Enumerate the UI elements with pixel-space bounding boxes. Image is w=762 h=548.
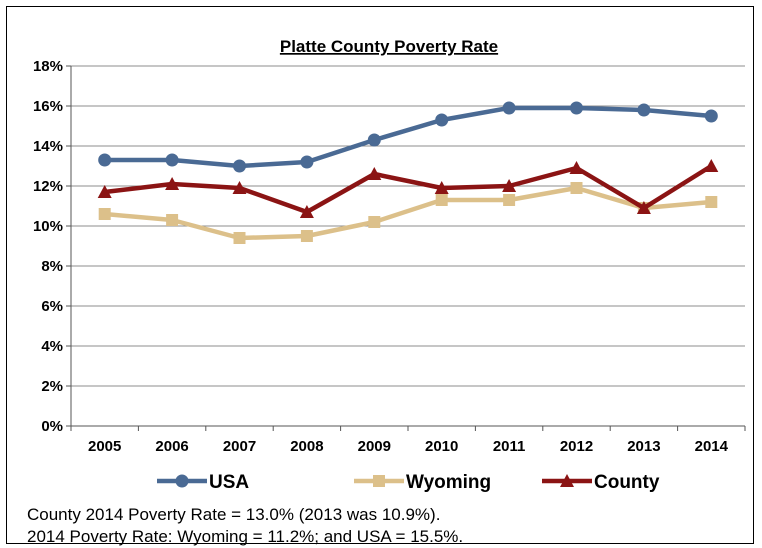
y-tick-label: 18%: [33, 58, 63, 75]
note-county-2014: County 2014 Poverty Rate = 13.0% (2013 w…: [27, 505, 441, 524]
data-point-county: [502, 179, 517, 192]
legend-item-wyoming: Wyoming: [354, 472, 491, 493]
series-line-county: [104, 164, 713, 215]
y-tick-label: 16%: [33, 98, 63, 115]
data-point-usa: [98, 153, 112, 167]
data-point-county: [165, 177, 180, 190]
data-point-county: [299, 205, 314, 218]
data-point-wyoming: [503, 194, 516, 206]
x-tick-label: 2013: [627, 438, 660, 455]
legend: USA Wyoming County: [157, 472, 660, 493]
axes: 0% 2% 4% 6% 8% 10% 12% 14% 16% 18% 2005 2006 2007 200…: [33, 58, 746, 455]
data-point-wyoming: [705, 196, 718, 208]
data-point-usa: [435, 113, 449, 127]
data-point-usa: [367, 133, 381, 147]
chart-svg: Platte County Poverty Rate 0% 2% 4% 6% 8% 10%…: [33, 37, 746, 493]
series-county: [97, 159, 719, 218]
data-point-county: [232, 181, 247, 194]
data-point-wyoming: [570, 182, 583, 194]
x-tick-label: 2006: [155, 438, 188, 455]
y-tick-label: 10%: [33, 218, 63, 235]
data-point-usa: [300, 155, 314, 169]
y-tick-label: 12%: [33, 178, 63, 195]
y-tick-label: 2%: [41, 378, 63, 395]
data-point-county: [367, 167, 382, 180]
x-tick-label: 2010: [425, 438, 458, 455]
data-point-usa: [570, 101, 583, 115]
legend-marker: [560, 474, 574, 487]
legend-marker: [175, 474, 189, 488]
legend-label: USA: [209, 472, 249, 493]
y-tick-label: 4%: [41, 338, 63, 355]
y-tick-label: 0%: [41, 418, 63, 435]
data-point-usa: [233, 159, 246, 173]
data-point-county: [704, 159, 719, 172]
legend-marker: [373, 475, 385, 487]
series-lines: [97, 101, 719, 244]
data-point-county: [97, 185, 112, 198]
data-point-wyoming: [435, 194, 448, 206]
data-point-county: [636, 201, 651, 214]
data-point-usa: [502, 101, 516, 115]
data-point-wyoming: [98, 208, 111, 220]
x-tick-label: 2012: [560, 438, 593, 455]
series-wyoming: [98, 182, 718, 244]
data-point-usa: [165, 153, 179, 167]
x-tick-label: 2008: [290, 438, 323, 455]
x-tick-label: 2007: [223, 438, 256, 455]
data-point-wyoming: [233, 232, 246, 244]
y-tick-label: 8%: [41, 258, 63, 275]
chart-frame: Platte County Poverty Rate 0% 2% 4% 6% 8% 10%…: [6, 6, 754, 546]
data-point-usa: [637, 103, 651, 117]
y-tick-label: 6%: [41, 298, 63, 315]
x-tick-label: 2011: [493, 438, 526, 455]
series-usa: [98, 101, 718, 173]
chart-title: Platte County Poverty Rate: [280, 37, 498, 56]
x-tick-label: 2014: [695, 438, 729, 455]
data-point-county: [569, 161, 584, 174]
x-tick-label: 2009: [358, 438, 391, 455]
series-line-usa: [104, 105, 712, 169]
data-point-wyoming: [368, 216, 381, 228]
data-point-usa: [704, 109, 718, 123]
x-tick-label: 2005: [88, 438, 121, 455]
note-state-usa-2014: 2014 Poverty Rate: Wyoming = 11.2%; and …: [27, 527, 464, 546]
legend-label: County: [594, 472, 660, 493]
legend-label: Wyoming: [406, 472, 491, 493]
data-point-county: [434, 181, 449, 194]
legend-item-usa: USA: [157, 472, 249, 493]
series-line-wyoming: [104, 185, 712, 241]
data-point-wyoming: [300, 230, 313, 242]
y-tick-label: 14%: [33, 138, 63, 155]
legend-item-county: County: [542, 472, 660, 493]
data-point-wyoming: [166, 214, 179, 226]
